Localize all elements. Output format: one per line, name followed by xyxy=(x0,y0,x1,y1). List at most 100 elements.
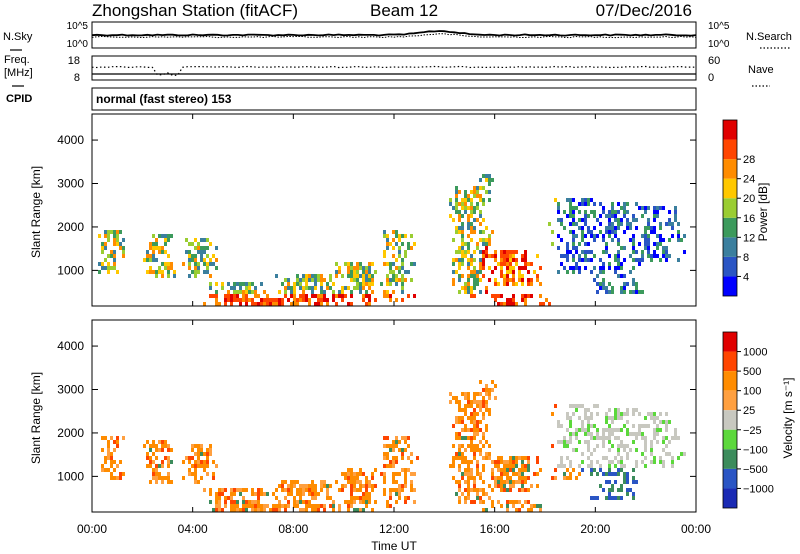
heatmap-cell xyxy=(590,424,593,428)
heatmap-cell xyxy=(620,460,623,464)
heatmap-cell xyxy=(485,424,488,428)
colorbar-segment xyxy=(723,332,737,352)
heatmap-cell xyxy=(590,464,593,468)
heatmap-cell xyxy=(407,294,410,298)
heatmap-cell xyxy=(485,290,488,294)
heatmap-cell xyxy=(356,266,359,270)
heatmap-cell xyxy=(401,262,404,266)
heatmap-cell xyxy=(608,408,611,412)
heatmap-cell xyxy=(152,468,155,472)
heatmap-cell xyxy=(476,404,479,408)
heatmap-cell xyxy=(668,254,671,258)
heatmap-cell xyxy=(278,508,281,512)
colorbar-tick-label: 12 xyxy=(743,232,755,244)
colorbar-segment xyxy=(723,198,737,218)
heatmap-cell xyxy=(152,270,155,274)
heatmap-cell xyxy=(578,210,581,214)
heatmap-cell xyxy=(674,206,677,210)
heatmap-cell xyxy=(584,214,587,218)
heatmap-cell xyxy=(389,282,392,286)
heatmap-cell xyxy=(524,294,527,298)
heatmap-cell xyxy=(521,254,524,258)
heatmap-cell xyxy=(590,436,593,440)
heatmap-cell xyxy=(524,488,527,492)
heatmap-cell xyxy=(593,278,596,282)
heatmap-cell xyxy=(407,468,410,472)
heatmap-cell xyxy=(479,210,482,214)
heatmap-cell xyxy=(395,456,398,460)
heatmap-cell xyxy=(485,440,488,444)
heatmap-cell xyxy=(155,464,158,468)
heatmap-cell xyxy=(368,294,371,298)
heatmap-cell xyxy=(143,258,146,262)
heatmap-cell xyxy=(350,488,353,492)
heatmap-cell xyxy=(203,262,206,266)
heatmap-cell xyxy=(236,488,239,492)
heatmap-cell xyxy=(464,210,467,214)
heatmap-cell xyxy=(260,508,263,512)
heatmap-cell xyxy=(191,258,194,262)
heatmap-cell xyxy=(197,246,200,250)
heatmap-cell xyxy=(458,480,461,484)
heatmap-cell xyxy=(464,206,467,210)
heatmap-cell xyxy=(512,274,515,278)
heatmap-cell xyxy=(467,206,470,210)
heatmap-cell xyxy=(554,198,557,202)
heatmap-cell xyxy=(368,500,371,504)
heatmap-cell xyxy=(146,250,149,254)
y-tick-label: 4000 xyxy=(57,339,84,353)
heatmap-cell xyxy=(365,294,368,298)
heatmap-cell xyxy=(476,444,479,448)
heatmap-cell xyxy=(587,198,590,202)
heatmap-cell xyxy=(167,448,170,452)
heatmap-cell xyxy=(653,254,656,258)
heatmap-cell xyxy=(206,464,209,468)
heatmap-cell xyxy=(368,480,371,484)
heatmap-cell xyxy=(611,286,614,290)
heatmap-cell xyxy=(482,468,485,472)
heatmap-cell xyxy=(296,302,299,306)
heatmap-cell xyxy=(683,452,686,456)
heatmap-cell xyxy=(614,436,617,440)
heatmap-cell xyxy=(470,206,473,210)
heatmap-cell xyxy=(581,234,584,238)
heatmap-cell xyxy=(395,298,398,302)
heatmap-cell xyxy=(608,416,611,420)
heatmap-cell xyxy=(551,476,554,480)
heatmap-cell xyxy=(539,282,542,286)
heatmap-cell xyxy=(485,286,488,290)
heatmap-cell xyxy=(515,480,518,484)
heatmap-cell xyxy=(644,464,647,468)
heatmap-cell xyxy=(464,424,467,428)
heatmap-cell xyxy=(635,480,638,484)
heatmap-cell xyxy=(626,282,629,286)
heatmap-cell xyxy=(506,250,509,254)
heatmap-cell xyxy=(152,476,155,480)
heatmap-cell xyxy=(413,500,416,504)
heatmap-cell xyxy=(548,222,551,226)
heatmap-cell xyxy=(263,298,266,302)
heatmap-cell xyxy=(605,420,608,424)
heatmap-cell xyxy=(527,488,530,492)
heatmap-cell xyxy=(563,226,566,230)
heatmap-cell xyxy=(608,230,611,234)
heatmap-cell xyxy=(632,242,635,246)
heatmap-cell xyxy=(119,460,122,464)
heatmap-cell xyxy=(587,428,590,432)
heatmap-cell xyxy=(116,440,119,444)
heatmap-cell xyxy=(608,436,611,440)
heatmap-cell xyxy=(395,444,398,448)
heatmap-cell xyxy=(455,230,458,234)
heatmap-cell xyxy=(485,492,488,496)
heatmap-cell xyxy=(485,384,488,388)
heatmap-cell xyxy=(392,456,395,460)
heatmap-cell xyxy=(587,464,590,468)
heatmap-cell xyxy=(311,488,314,492)
heatmap-cell xyxy=(482,492,485,496)
heatmap-cell xyxy=(404,270,407,274)
heatmap-cell xyxy=(320,488,323,492)
heatmap-cell xyxy=(500,266,503,270)
heatmap-cell xyxy=(470,198,473,202)
heatmap-cell xyxy=(488,392,491,396)
heatmap-cell xyxy=(461,242,464,246)
